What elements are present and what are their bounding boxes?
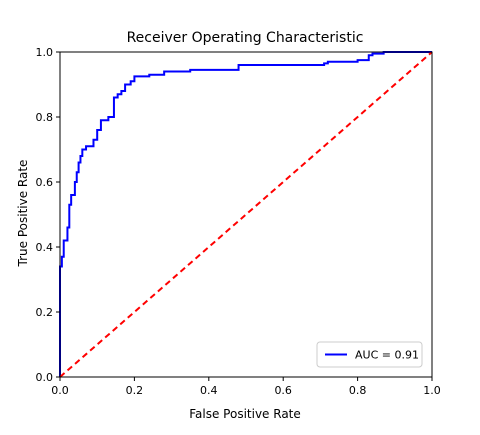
axis-ticks: 0.0 0.2 0.4 0.6 0.8 1.0 0.0 0.2 0.4 0.6 0.8 1.0 <box>36 46 441 397</box>
legend: AUC = 0.91 <box>316 341 423 368</box>
legend-box <box>316 341 423 368</box>
chart-title: Receiver Operating Characteristic <box>127 30 364 46</box>
x-tick-label: 0.2 <box>126 384 144 397</box>
legend-label: AUC = 0.91 <box>355 349 419 362</box>
y-tick-label: 1.0 <box>36 46 54 59</box>
roc-curve-line <box>59 51 432 377</box>
plot-area <box>59 51 433 378</box>
axes-frame <box>59 51 433 378</box>
x-tick-label: 1.0 <box>423 384 441 397</box>
y-tick-label: 0.8 <box>36 111 54 124</box>
y-tick-label: 0.6 <box>36 176 54 189</box>
x-tick-label: 0.4 <box>200 384 218 397</box>
x-axis-label: False Positive Rate <box>189 407 301 421</box>
x-tick-label: 0.6 <box>274 384 292 397</box>
y-tick-label: 0.2 <box>36 306 54 319</box>
chance-diagonal-line <box>59 51 433 378</box>
y-axis-label: True Positive Rate <box>16 160 30 268</box>
y-tick-label: 0.0 <box>36 371 54 384</box>
x-tick-label: 0.0 <box>51 384 69 397</box>
y-tick-label: 0.4 <box>36 241 54 254</box>
x-tick-label: 0.8 <box>349 384 367 397</box>
